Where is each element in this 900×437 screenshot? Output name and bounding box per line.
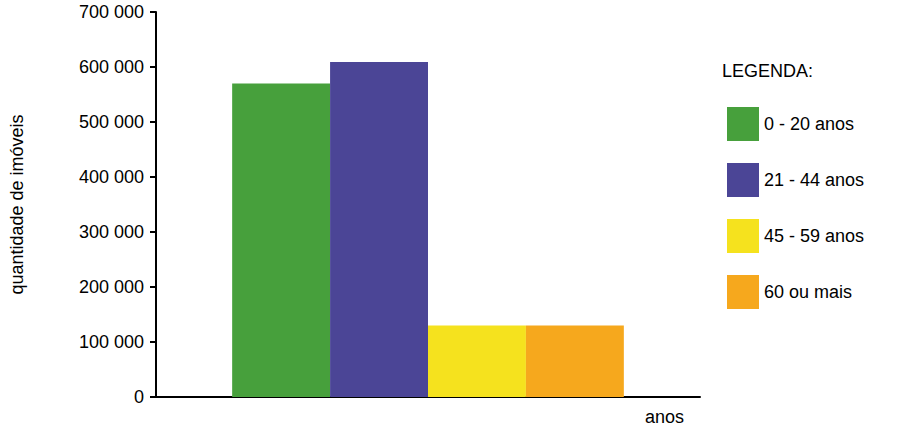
svg-text:45 - 59 anos: 45 - 59 anos — [764, 226, 864, 246]
svg-text:0: 0 — [134, 387, 144, 407]
svg-text:0 - 20 anos: 0 - 20 anos — [764, 114, 854, 134]
svg-text:200 000: 200 000 — [79, 277, 144, 297]
svg-text:300 000: 300 000 — [79, 222, 144, 242]
svg-text:60 ou mais: 60 ou mais — [764, 282, 852, 302]
svg-text:quantidade de imóveis: quantidade de imóveis — [7, 114, 27, 294]
svg-text:100 000: 100 000 — [79, 332, 144, 352]
svg-text:anos: anos — [645, 407, 684, 427]
svg-text:700 000: 700 000 — [79, 2, 144, 22]
svg-text:LEGENDA:: LEGENDA: — [722, 61, 813, 81]
svg-text:400 000: 400 000 — [79, 167, 144, 187]
svg-text:500 000: 500 000 — [79, 112, 144, 132]
svg-text:21 - 44 anos: 21 - 44 anos — [764, 170, 864, 190]
svg-text:600 000: 600 000 — [79, 57, 144, 77]
